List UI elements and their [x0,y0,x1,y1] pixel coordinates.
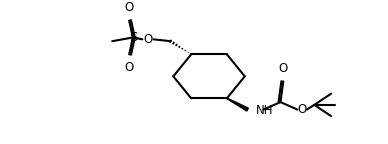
Text: O: O [279,62,288,75]
Polygon shape [227,98,248,111]
Text: NH: NH [256,104,274,117]
Text: O: O [143,33,152,46]
Text: O: O [298,103,307,116]
Text: O: O [125,61,134,74]
Text: O: O [125,1,134,14]
Text: S: S [129,31,137,44]
